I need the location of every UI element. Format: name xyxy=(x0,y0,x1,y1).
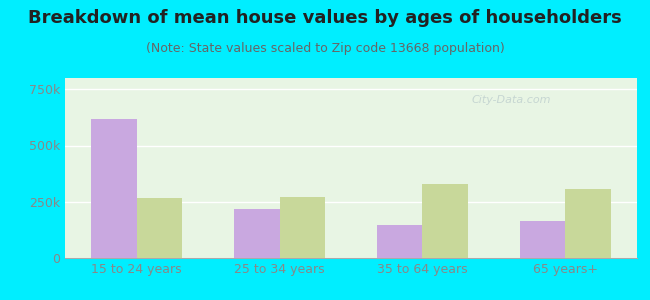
Text: Breakdown of mean house values by ages of householders: Breakdown of mean house values by ages o… xyxy=(28,9,622,27)
Bar xyxy=(280,197,325,258)
Bar xyxy=(422,184,468,258)
Bar xyxy=(91,118,136,258)
Bar xyxy=(566,189,611,258)
Bar xyxy=(136,198,183,258)
Text: (Note: State values scaled to Zip code 13668 population): (Note: State values scaled to Zip code 1… xyxy=(146,42,504,55)
Bar xyxy=(234,208,280,258)
Text: City-Data.com: City-Data.com xyxy=(471,94,551,105)
Bar xyxy=(519,221,566,258)
Bar xyxy=(377,225,423,258)
